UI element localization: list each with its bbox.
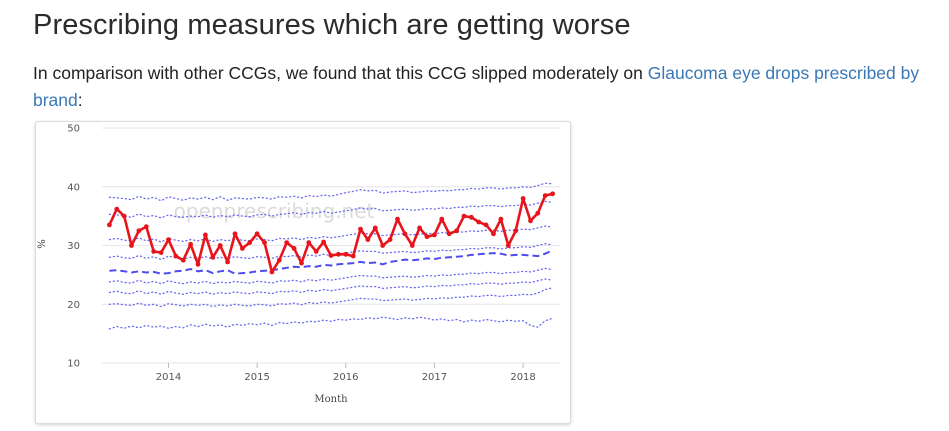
series-median xyxy=(109,249,554,275)
ccg-point xyxy=(136,228,142,234)
ccg-point xyxy=(254,231,260,237)
ccg-point xyxy=(276,257,282,263)
ccg-point xyxy=(180,257,186,263)
ccg-point xyxy=(143,224,149,230)
ccg-point xyxy=(336,251,341,257)
ccg-point xyxy=(461,213,467,219)
ccg-point xyxy=(542,193,548,198)
ccg-point xyxy=(358,226,363,232)
series-decile-70 xyxy=(108,225,554,243)
ccg-point xyxy=(432,232,437,238)
y-tick-label: 30 xyxy=(67,241,80,252)
ccg-point xyxy=(483,222,489,228)
y-axis-ticks: 10 20 30 40 50 xyxy=(67,124,80,370)
ccg-markers xyxy=(107,191,555,275)
x-tick-label: 2018 xyxy=(510,372,535,383)
x-tick-label: 2016 xyxy=(333,372,358,383)
ccg-point xyxy=(291,246,297,251)
ccg-point xyxy=(247,240,253,245)
ccg-point xyxy=(195,261,201,267)
x-tick-label: 2017 xyxy=(422,372,447,383)
ccg-point xyxy=(372,225,378,231)
y-tick-label: 50 xyxy=(67,124,80,135)
ccg-point xyxy=(321,239,326,245)
ccg-point xyxy=(129,243,134,248)
series-decile-10 xyxy=(108,316,554,330)
ccg-point xyxy=(520,196,526,201)
ccg-point xyxy=(121,213,127,219)
ccg-point xyxy=(173,253,179,259)
ccg-point xyxy=(313,249,319,254)
series-decile-20 xyxy=(108,287,554,308)
ccg-point xyxy=(284,240,290,245)
series-decile-90 xyxy=(108,182,554,202)
ccg-point xyxy=(299,260,304,266)
ccg-point xyxy=(269,269,275,275)
ccg-point xyxy=(114,206,120,212)
ccg-point xyxy=(476,219,482,225)
page-heading: Prescribing measures which are getting w… xyxy=(33,9,631,41)
ccg-point xyxy=(395,216,400,222)
ccg-point xyxy=(343,251,349,257)
ccg-point xyxy=(505,243,511,248)
ccg-point xyxy=(188,241,194,247)
intro-text-lead: In comparison with other CCGs, we found … xyxy=(33,63,648,83)
ccg-point xyxy=(528,218,533,224)
ccg-point xyxy=(454,228,459,234)
ccg-point xyxy=(350,253,356,259)
y-tick-label: 20 xyxy=(67,300,80,311)
ccg-point xyxy=(469,214,474,220)
ccg-point xyxy=(151,249,157,254)
ccg-point xyxy=(387,237,393,242)
y-axis-title: % xyxy=(37,239,48,249)
ccg-point xyxy=(409,243,415,248)
ccg-point xyxy=(240,246,245,251)
ccg-point xyxy=(262,240,267,245)
x-tick-label: 2014 xyxy=(156,372,181,383)
series-decile-40 xyxy=(108,267,554,285)
ccg-point xyxy=(380,243,386,248)
y-tick-label: 40 xyxy=(67,182,80,193)
series-decile-30 xyxy=(108,278,554,295)
ccg-point xyxy=(203,232,208,238)
ccg-point xyxy=(446,231,452,237)
chart-card: 10 20 30 40 50 2014 2015 2016 2017 2018 openpres… xyxy=(35,121,571,424)
y-tick-label: 10 xyxy=(67,359,80,370)
ccg-point xyxy=(217,243,223,248)
ccg-point xyxy=(210,254,216,260)
gridlines xyxy=(102,127,560,364)
measure-link[interactable]: Glaucoma eye drops prescribed by brand xyxy=(33,63,920,110)
ccg-point xyxy=(166,237,171,242)
ccg-point xyxy=(402,231,408,237)
watermark-text: openprescribing.net xyxy=(174,199,375,223)
ccg-point xyxy=(107,222,112,228)
measure-chart: 10 20 30 40 50 2014 2015 2016 2017 2018 openpres… xyxy=(37,124,560,405)
ccg-point xyxy=(439,216,445,222)
ccg-point xyxy=(417,225,422,231)
x-axis-title: Month xyxy=(314,394,348,405)
ccg-point xyxy=(232,231,238,237)
ccg-point xyxy=(158,250,164,256)
ccg-point xyxy=(306,240,312,245)
ccg-point xyxy=(365,237,371,242)
x-axis-ticks: 2014 2015 2016 2017 2018 xyxy=(156,363,536,383)
ccg-point xyxy=(535,210,541,216)
ccg-point xyxy=(491,231,496,237)
series-decile-80 xyxy=(108,200,554,219)
ccg-point xyxy=(328,253,334,258)
ccg-point xyxy=(424,234,430,240)
ccg-point xyxy=(513,228,519,234)
intro-text-tail: : xyxy=(77,90,83,110)
ccg-point xyxy=(550,191,555,197)
ccg-point xyxy=(498,216,504,222)
intro-text: In comparison with other CCGs, we found … xyxy=(33,60,945,114)
x-tick-label: 2015 xyxy=(244,372,269,383)
ccg-point xyxy=(225,259,231,265)
